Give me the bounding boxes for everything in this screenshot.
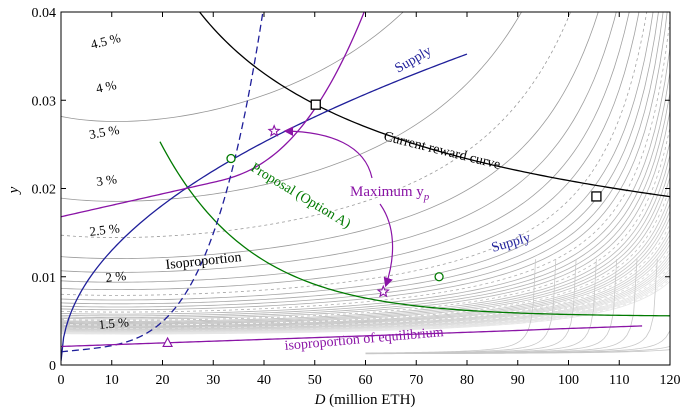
- contour-line: [61, 177, 670, 325]
- contour-line: [61, 111, 670, 320]
- contour-labels: 4.5 % 4 % 3.5 % 3 % 2.5 % 2 % 1.5 %: [88, 30, 130, 332]
- x-axis-label: D (million ETH): [314, 392, 416, 408]
- x-tick-label: 120: [660, 373, 681, 388]
- label-maximum: Maximum yp: [350, 184, 430, 203]
- arrow-to-lower-max: [379, 203, 394, 288]
- equilibrium-square-marker: [310, 99, 321, 110]
- x-tick-label: 100: [558, 373, 579, 388]
- x-tick-label: 50: [308, 373, 322, 388]
- contour-line: [61, 12, 630, 283]
- contour-label-1-5: 1.5 %: [98, 314, 130, 332]
- contour-line: [61, 210, 670, 328]
- isoproportion-upper: [61, 12, 365, 218]
- contour-line: [61, 239, 670, 331]
- contour-line: [61, 12, 659, 305]
- proposal-curve: [159, 141, 670, 317]
- contour-line: [61, 12, 640, 290]
- contour-line: [61, 12, 654, 301]
- contour-label-2: 2 %: [105, 268, 127, 285]
- supply-curve-lower: [61, 12, 264, 353]
- contour-line: [61, 166, 670, 324]
- contour-tail: [365, 349, 670, 355]
- y-tick-label: 0.04: [32, 6, 57, 21]
- x-tick-label: 0: [58, 373, 65, 388]
- contour-line: [61, 127, 670, 321]
- x-tick-label: 60: [359, 373, 373, 388]
- contour-label-4: 4 %: [95, 77, 118, 96]
- contour-line: [61, 47, 670, 315]
- contour-line: [61, 141, 670, 322]
- contour-lines: [61, 12, 670, 355]
- current-reward-curve: [198, 12, 670, 198]
- equilibrium-circle-marker: [434, 272, 444, 282]
- arrow-to-upper-max: [283, 126, 373, 179]
- maximum-star-marker: [376, 284, 390, 298]
- x-tick-label: 80: [460, 373, 474, 388]
- x-tick-label: 10: [105, 373, 119, 388]
- markers: [162, 99, 602, 347]
- x-tick-label: 90: [511, 373, 525, 388]
- contour-line: [61, 229, 670, 330]
- contour-line: [61, 281, 670, 335]
- contour-line: [61, 217, 670, 329]
- contour-line: [61, 92, 670, 318]
- y-tick-label: 0: [49, 359, 56, 374]
- contour-line: [61, 12, 572, 238]
- y-tick-label: 0.03: [32, 94, 57, 109]
- contour-line: [61, 12, 522, 202]
- x-tick-label: 20: [156, 373, 170, 388]
- contour-line: [61, 244, 670, 331]
- x-tick-label: 40: [257, 373, 271, 388]
- y-axis-label: y: [6, 186, 22, 195]
- contour-line: [61, 12, 664, 308]
- contour-label-3-5: 3.5 %: [88, 122, 121, 142]
- contour-line: [61, 12, 404, 122]
- contour-line: [61, 234, 670, 330]
- contour-line: [61, 276, 670, 334]
- x-tick-label: 70: [409, 373, 423, 388]
- x-tick-label: 30: [206, 373, 220, 388]
- contour-label-3: 3 %: [95, 171, 118, 189]
- contour-line: [61, 262, 670, 333]
- equilibrium-square-marker: [591, 191, 602, 202]
- axes: 0 10 20 30 40 50 60 70 80 90 100 110 120 0 0.01 0.02 0.0…: [32, 6, 681, 388]
- plot-area: [61, 12, 670, 365]
- equilibrium-circle-marker: [226, 153, 236, 164]
- contour-line: [61, 71, 670, 317]
- supply-curve-upper: [61, 53, 468, 361]
- contour-label-4-5: 4.5 %: [89, 30, 122, 52]
- y-tick-label: 0.02: [32, 183, 57, 198]
- contour-line: [61, 203, 670, 327]
- isoproportion-equilibrium: [61, 325, 643, 348]
- y-tick-label: 0.01: [32, 271, 57, 286]
- x-tick-label: 110: [609, 373, 629, 388]
- triangle-marker: [162, 336, 173, 347]
- contour-line: [61, 12, 599, 259]
- maximum-star-marker: [267, 124, 281, 137]
- contour-line: [61, 12, 617, 273]
- curves: [61, 12, 670, 361]
- contour-label-2-5: 2.5 %: [89, 220, 121, 239]
- contour-line: [61, 154, 670, 323]
- contour-line: [61, 195, 670, 327]
